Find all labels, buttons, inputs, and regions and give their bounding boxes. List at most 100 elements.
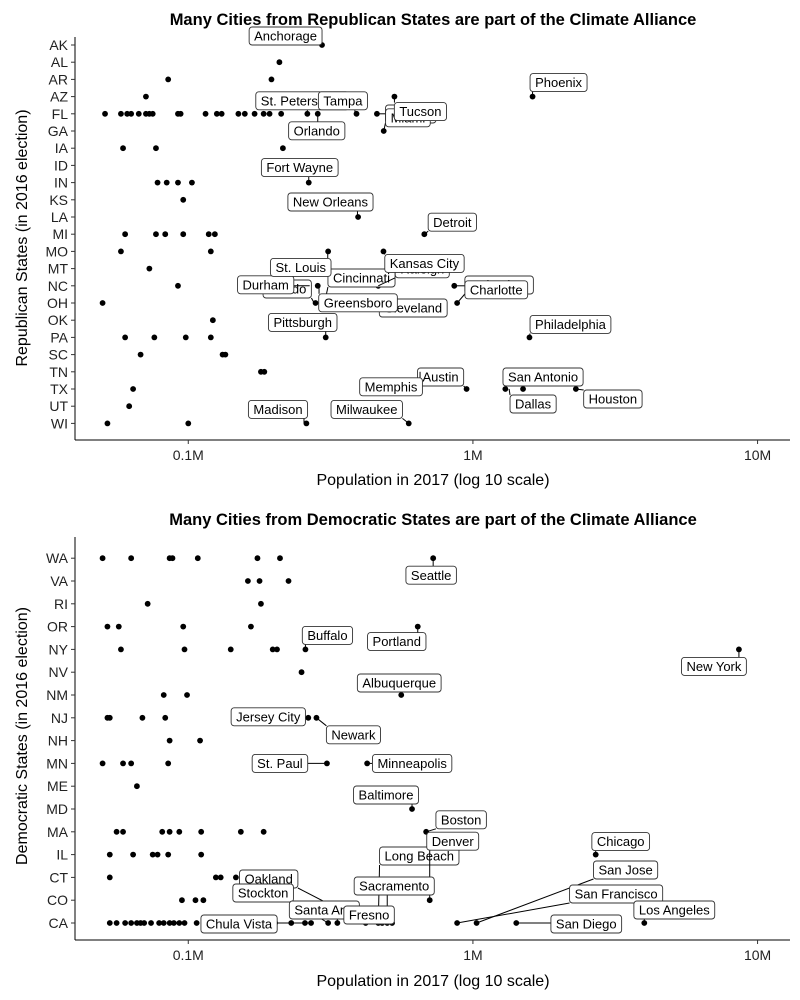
republican-data-point <box>153 231 159 238</box>
republican-data-point <box>222 351 229 358</box>
democratic-data-point <box>130 851 137 858</box>
democratic-y-tick-label: NY <box>49 641 69 657</box>
democratic-city-label: New York <box>681 649 747 676</box>
city-label-box <box>356 673 442 693</box>
democratic-y-tick-label: NH <box>48 733 68 749</box>
city-label-text: Durham <box>243 277 289 292</box>
city-label-text: Jersey City <box>236 709 301 724</box>
republican-data-point <box>211 231 218 238</box>
city-label-box <box>405 565 457 585</box>
republican-y-tick-label: AZ <box>50 89 68 105</box>
democratic-data-point <box>128 760 135 767</box>
republican-data-point <box>303 420 310 427</box>
city-label-text: Long Beach <box>385 849 454 864</box>
democratic-data-point <box>165 760 172 767</box>
democratic-data-point <box>227 646 234 653</box>
democratic-data-point <box>156 920 163 926</box>
city-label-box <box>384 253 465 273</box>
republican-data-point <box>99 300 106 306</box>
democratic-data-point <box>192 897 199 904</box>
republican-data-point <box>251 110 258 117</box>
republican-data-point <box>175 282 181 289</box>
city-label-box <box>509 394 557 414</box>
republican-data-point <box>180 231 187 238</box>
city-label-box <box>260 158 339 178</box>
republican-city-label: Philadelphia <box>528 314 612 338</box>
republican-data-point <box>355 214 361 220</box>
democratic-city-label: Chula Vista <box>200 914 312 934</box>
city-label-text: Anchorage <box>254 29 317 44</box>
city-label-text: Boston <box>441 812 481 827</box>
city-label-box <box>251 753 309 773</box>
democratic-data-point <box>198 828 205 835</box>
democratic-data-point <box>248 623 254 630</box>
democratic-city-label: Portland <box>367 626 427 652</box>
city-label-leader <box>378 277 396 287</box>
republican-data-point <box>207 334 214 341</box>
city-label-text: Santa Ana <box>294 903 355 918</box>
republican-y-tick-label: PA <box>50 329 68 345</box>
republican-city-label: Orlando <box>288 113 346 141</box>
republican-city-label: Austin <box>417 367 467 390</box>
republican-x-tick-label: 1M <box>463 447 482 463</box>
city-label-box <box>301 625 354 645</box>
republican-x-axis-title: Population in 2017 (log 10 scale) <box>316 472 549 489</box>
democratic-y-tick-label: MN <box>46 755 68 771</box>
republican-y-tick-label: NC <box>48 278 68 294</box>
democratic-data-point <box>194 555 201 562</box>
democratic-city-label: Los Angeles <box>633 900 716 923</box>
republican-data-point <box>180 196 187 203</box>
republican-data-point <box>314 282 321 289</box>
democratic-y-tick-label: WA <box>46 550 69 566</box>
city-label-box <box>427 212 477 232</box>
democratic-data-point <box>128 555 135 562</box>
democratic-city-label: Baltimore <box>353 785 419 809</box>
city-label-box <box>502 367 584 387</box>
republican-data-point <box>146 265 153 272</box>
democratic-data-point <box>148 920 154 926</box>
democratic-y-tick-label: OR <box>47 619 68 635</box>
republican-y-tick-label: ID <box>54 157 68 173</box>
democratic-city-label: Long Beach <box>377 846 460 924</box>
democratic-data-point <box>176 920 183 926</box>
democratic-y-tick-label: RI <box>54 596 68 612</box>
republican-x-tick-label: 0.1M <box>173 447 204 463</box>
democratic-data-point <box>184 692 190 698</box>
republican-data-point <box>165 76 172 83</box>
democratic-data-point <box>285 578 292 584</box>
democratic-data-point <box>99 555 106 562</box>
democratic-data-point <box>106 920 113 926</box>
city-label-box <box>529 73 588 93</box>
democratic-y-tick-label: NM <box>46 687 68 703</box>
city-label-text: Denver <box>432 834 475 849</box>
democratic-data-point <box>258 600 264 607</box>
democratic-data-point <box>198 851 205 858</box>
democratic-data-point <box>260 828 267 835</box>
democratic-data-point <box>120 760 126 767</box>
republican-y-tick-label: TN <box>49 364 68 380</box>
republican-city-label: Tampa <box>317 91 368 114</box>
city-label-box <box>248 26 323 46</box>
city-label-text: San Francisco <box>575 887 658 902</box>
democratic-y-tick-label: IL <box>56 847 68 863</box>
city-label-leader <box>456 293 466 304</box>
democratic-data-point <box>232 874 239 881</box>
city-label-text: Newark <box>331 727 376 742</box>
city-label-text: St. Louis <box>275 260 326 275</box>
republican-city-label: Charlotte <box>454 280 529 300</box>
republican-data-point <box>120 145 126 152</box>
democratic-data-point <box>269 646 276 653</box>
democratic-city-label: St. Paul <box>251 753 327 773</box>
city-label-box <box>426 831 480 851</box>
city-label-text: Albuquerque <box>362 676 436 691</box>
democratic-data-point <box>139 714 146 721</box>
democratic-data-point <box>217 874 224 881</box>
republican-city-label: Dallas <box>508 388 557 414</box>
city-label-text: San Antonio <box>508 370 578 385</box>
republican-city-label: Houston <box>575 388 643 409</box>
city-label-leader <box>310 297 315 304</box>
republican-data-point <box>189 179 195 186</box>
democratic-data-point <box>120 828 126 835</box>
democratic-data-point <box>197 737 203 744</box>
republican-data-point <box>502 386 509 392</box>
